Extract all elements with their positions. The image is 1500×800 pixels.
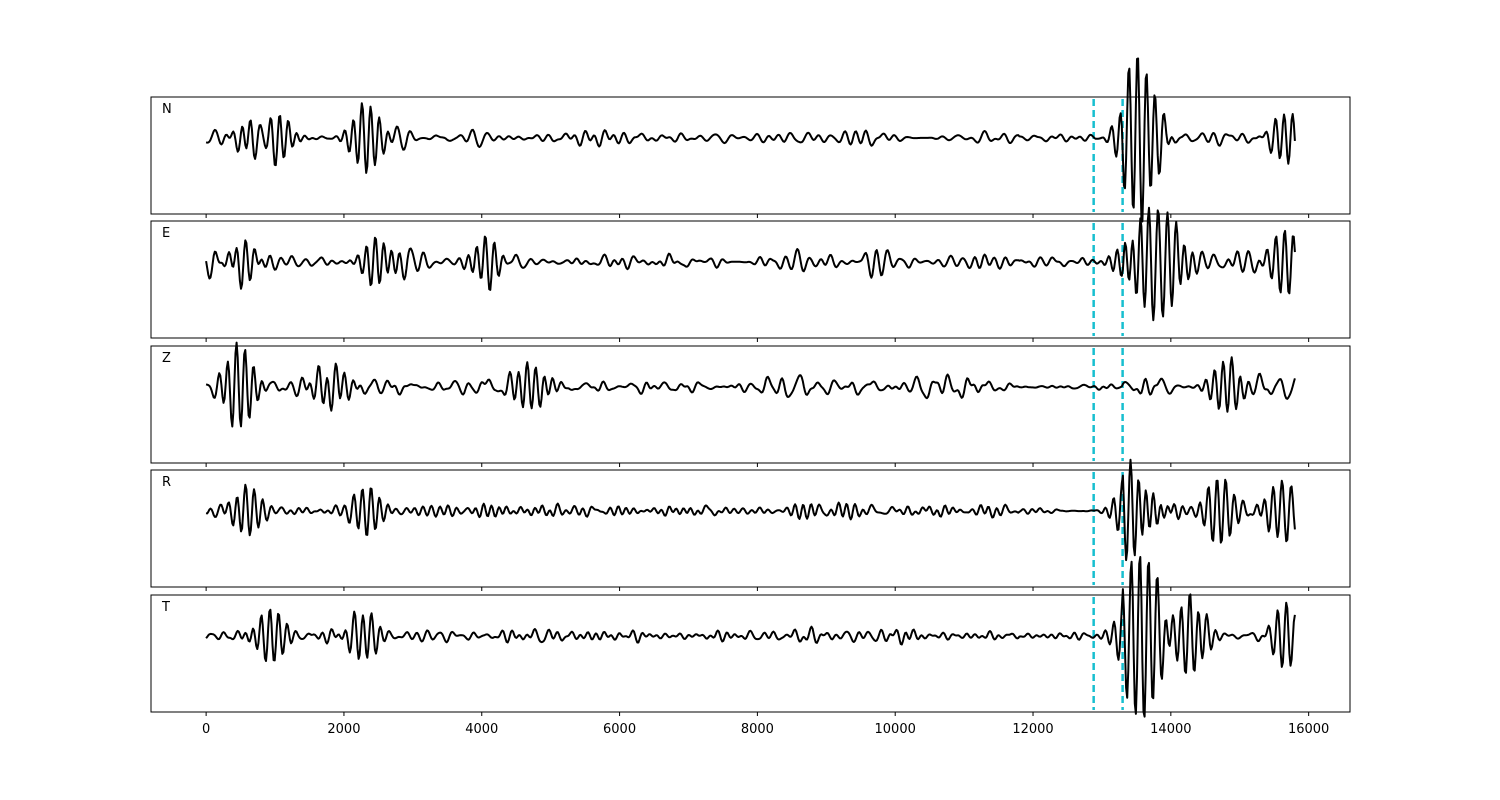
x-tick-label: 6000 <box>603 722 636 737</box>
x-tick-label: 8000 <box>741 722 774 737</box>
x-tick-label: 2000 <box>327 722 360 737</box>
x-tick-label: 4000 <box>465 722 498 737</box>
component-label: T <box>161 600 170 615</box>
component-label: Z <box>162 351 171 366</box>
panel-frame <box>150 96 1351 215</box>
x-tick-label: 10000 <box>875 722 916 737</box>
panel-t: T <box>150 556 1351 718</box>
waveform-t <box>205 556 1296 718</box>
panel-r: R <box>150 458 1351 591</box>
panel-frame <box>150 469 1351 588</box>
x-axis: 0 2000 4000 6000 8000 10000 12000 14000 16000 <box>202 722 1329 737</box>
panel-z: Z <box>150 341 1351 467</box>
panel-frame <box>150 594 1351 713</box>
waveform-z <box>205 341 1296 428</box>
panel-e: E <box>150 206 1351 342</box>
waveform-r <box>205 458 1296 562</box>
panel-n: N <box>150 57 1351 223</box>
waveform-e <box>205 206 1296 322</box>
waveform-n <box>205 57 1296 223</box>
component-label: R <box>162 475 171 490</box>
panel-frame <box>150 345 1351 464</box>
x-tick-label: 16000 <box>1288 722 1329 737</box>
x-tick-label: 12000 <box>1012 722 1053 737</box>
panels-layer: N E Z R T <box>150 57 1351 718</box>
x-tick-label: 0 <box>202 722 210 737</box>
x-tick-label: 14000 <box>1150 722 1191 737</box>
panel-frame <box>150 220 1351 339</box>
component-label: N <box>162 102 172 117</box>
component-label: E <box>162 226 170 241</box>
